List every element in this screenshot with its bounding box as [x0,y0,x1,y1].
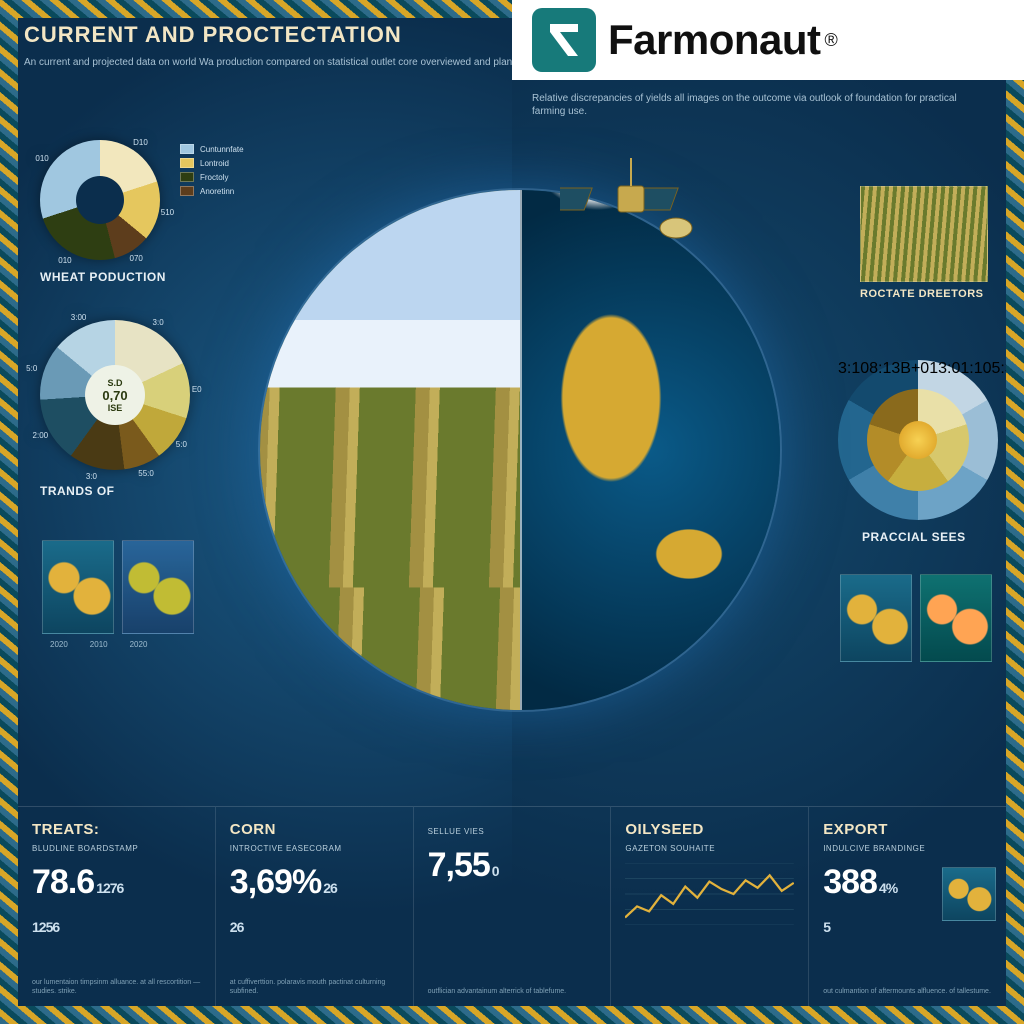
stat-title: OILYSEED [625,821,794,838]
stats-row: TREATS: Bludline Boardstamp 78.612761256… [18,806,1006,1006]
donut-tick: 010 [58,256,71,265]
sunburst-tick: 3:10 [1014,360,1024,377]
donut-tick: 010 [35,154,48,163]
thumb-crop [860,186,988,282]
thumb-tick: 2020 [130,640,148,649]
wheat-donut-chart: D10510070010010 [40,140,160,260]
stat-sub: Sellue Vies [428,827,597,836]
infographic-canvas: CURRENT AND PROCTECTATION An current and… [0,0,1024,1024]
donut-tick: 070 [130,254,143,263]
stat-title: CORN [230,821,399,838]
thumb-sat-3 [840,574,912,662]
stat-sub: Introctive Easecoram [230,844,399,853]
thumb-ticks-left: 2020 2010 2020 [50,640,147,649]
globe-farmland-half [260,190,520,710]
globe-earth-half [520,190,780,710]
stat-footer: our lumentaion timpsinm alluance. at all… [32,979,201,996]
stat-footer: at cuffiverttion. polaravis mouth pactin… [230,979,399,996]
stat-title: TREATS: [32,821,201,838]
stat-sub: Gazeton souhaite [625,844,794,853]
donut-tick: 5:0 [176,440,187,449]
brand-registered: ® [825,30,838,51]
stat-sub: Indulcive Brandinge [823,844,992,853]
legend-item: Froctoly [180,172,244,182]
satellite-icon [560,150,710,260]
donut-tick: 3:0 [86,472,97,481]
export-thumb [942,867,996,921]
donut-tick: 2:00 [33,431,49,440]
sunburst-tick: 1:10 [960,360,991,377]
trends-donut-chart: 3:0E05:055:03:02:005:03:00S.D0,70ISE [40,320,190,470]
thumb-tick: 2020 [50,640,68,649]
sunburst-tick: 13:0 [929,360,960,377]
stat-card-export: EXPORT Indulcive Brandinge 3884%5 out cu… [809,806,1006,1006]
stat-card-oilseed: OILYSEED Gazeton souhaite [611,806,809,1006]
legend-item: Anoretinn [180,186,244,196]
brand-header: Farmonaut ® [512,0,1024,80]
thumb-sat-2 [122,540,194,634]
right-thumb-label: ROCTATE DREETORS [860,288,984,300]
trends-donut-label: TRANDS OF [40,484,115,498]
sunburst-tick: B+0 [900,360,929,377]
thumb-sat-4 [920,574,992,662]
thumb-tick: 2010 [90,640,108,649]
right-subtitle: Relative discrepancies of yields all ima… [532,92,984,118]
stat-value: 3,69%2626 [230,863,399,941]
stat-footer: out culmantion of aftermounts alfluence.… [823,988,992,996]
donut-center-text: S.D0,70ISE [85,365,145,425]
globe-hero [260,190,780,710]
brand-logo-icon [532,8,596,72]
sunburst-chart: 3:108:13B+013:01:105:33:1013:10:013:0% [838,360,998,520]
stat-value: 7,550 [428,846,597,885]
main-title: CURRENT AND PROCTECTATION [24,22,402,48]
thumb-sat-1 [42,540,114,634]
stat-footer: outflician advantainum alterrick of tabl… [428,988,597,996]
sunburst-tick: 3:10 [838,360,869,377]
donut-tick: 3:00 [71,313,87,322]
stat-title: EXPORT [823,821,992,838]
stat-card-treats: TREATS: Bludline Boardstamp 78.612761256… [18,806,216,1006]
legend-item: Lontroid [180,158,244,168]
sunburst-tick: 8:13 [869,360,900,377]
donut-tick: 510 [161,208,174,217]
sunburst-label: PRACCIAL SEES [862,530,966,544]
sunburst-tick: 5:3 [991,360,1013,377]
stat-value: 78.612761256 [32,863,201,941]
brand-name: Farmonaut [608,16,821,64]
donut-tick: 3:0 [153,318,164,327]
legend-item: Cuntunnfate [180,144,244,154]
wheat-donut-label: WHEAT PODUCTION [40,270,166,284]
donut-tick: 55:0 [138,469,154,478]
stat-card-corn: CORN Introctive Easecoram 3,69%2626 at c… [216,806,414,1006]
stat-sub: Bludline Boardstamp [32,844,201,853]
donut-tick: E0 [192,385,202,394]
oilseed-sparkline [625,863,794,925]
donut-tick: 5:0 [26,364,37,373]
wheat-legend: Cuntunnfate Lontroid Froctoly Anoretinn [180,144,244,196]
donut-tick: D10 [133,138,148,147]
stat-card-selluk: Sellue Vies 7,550 outflician advantainum… [414,806,612,1006]
